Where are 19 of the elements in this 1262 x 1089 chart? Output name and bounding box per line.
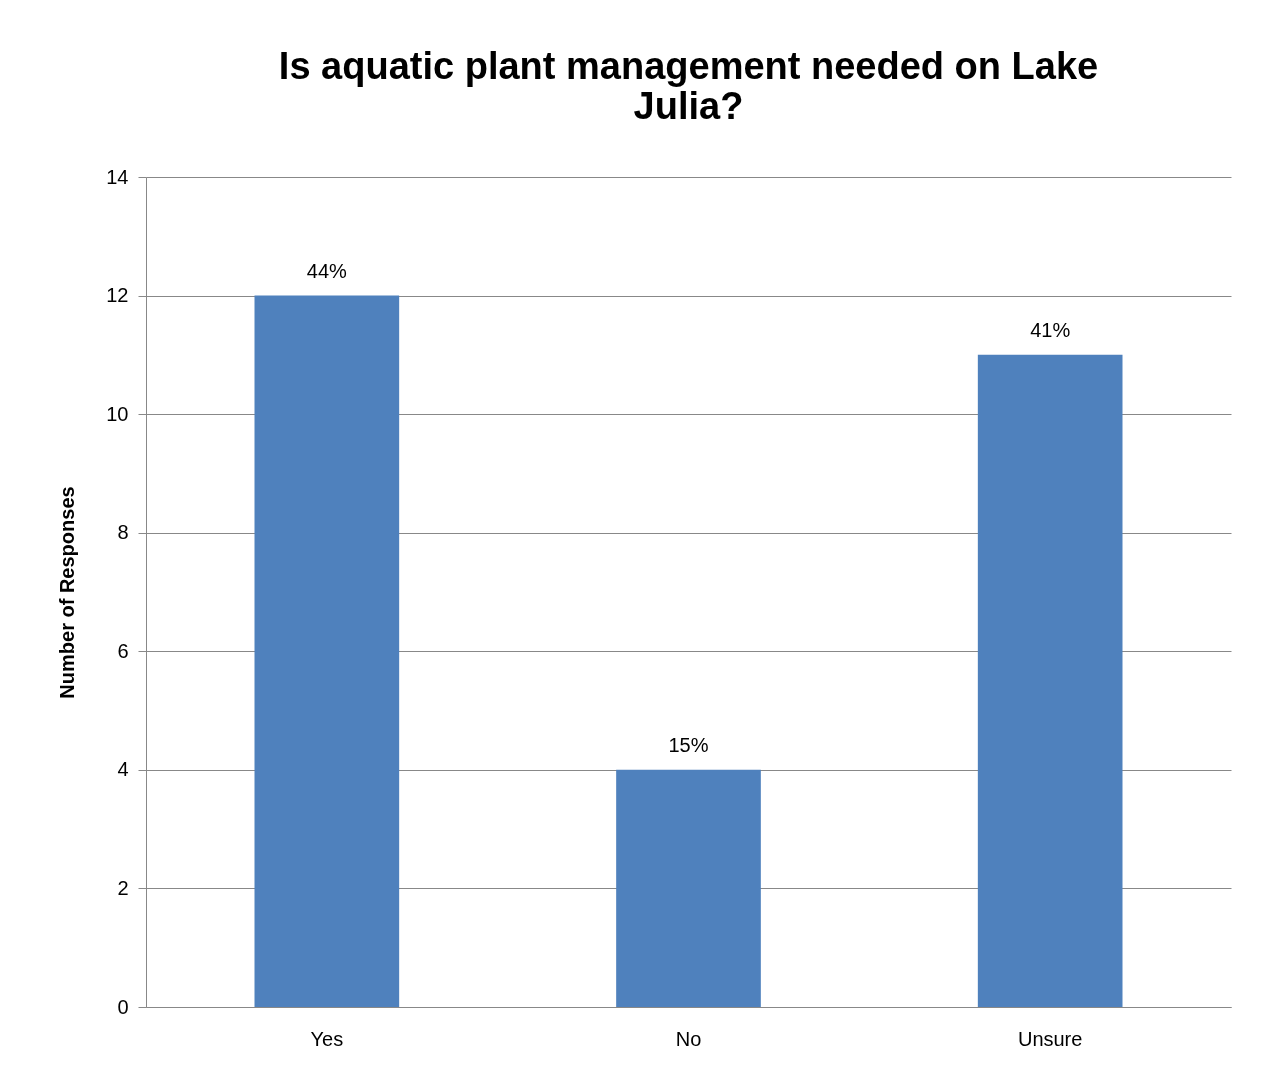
- chart-title: Is aquatic plant management needed on Lake Julia?: [278, 45, 1099, 127]
- y-tick-label: 8: [117, 521, 129, 544]
- y-tick-label: 14: [106, 165, 129, 188]
- y-tick-label: 10: [106, 402, 129, 425]
- y-tick-label: 2: [117, 876, 129, 899]
- annotation: 41%: [1030, 318, 1071, 341]
- annotation: 44%: [306, 259, 348, 282]
- y-tick-label: 4: [117, 758, 129, 781]
- x-tick-label: No: [675, 1027, 702, 1050]
- y-tick-label: 6: [117, 639, 129, 662]
- y-axis-title: Number of Responses: [56, 486, 79, 699]
- y-tick-label: 0: [117, 995, 129, 1018]
- bar: [977, 354, 1123, 1007]
- annotation: 15%: [668, 733, 709, 756]
- x-tick-label: Yes: [310, 1027, 344, 1050]
- bar: [616, 769, 761, 1007]
- bar: [254, 295, 400, 1007]
- x-tick-label: Unsure: [1017, 1027, 1083, 1050]
- y-tick-label: 12: [106, 284, 129, 307]
